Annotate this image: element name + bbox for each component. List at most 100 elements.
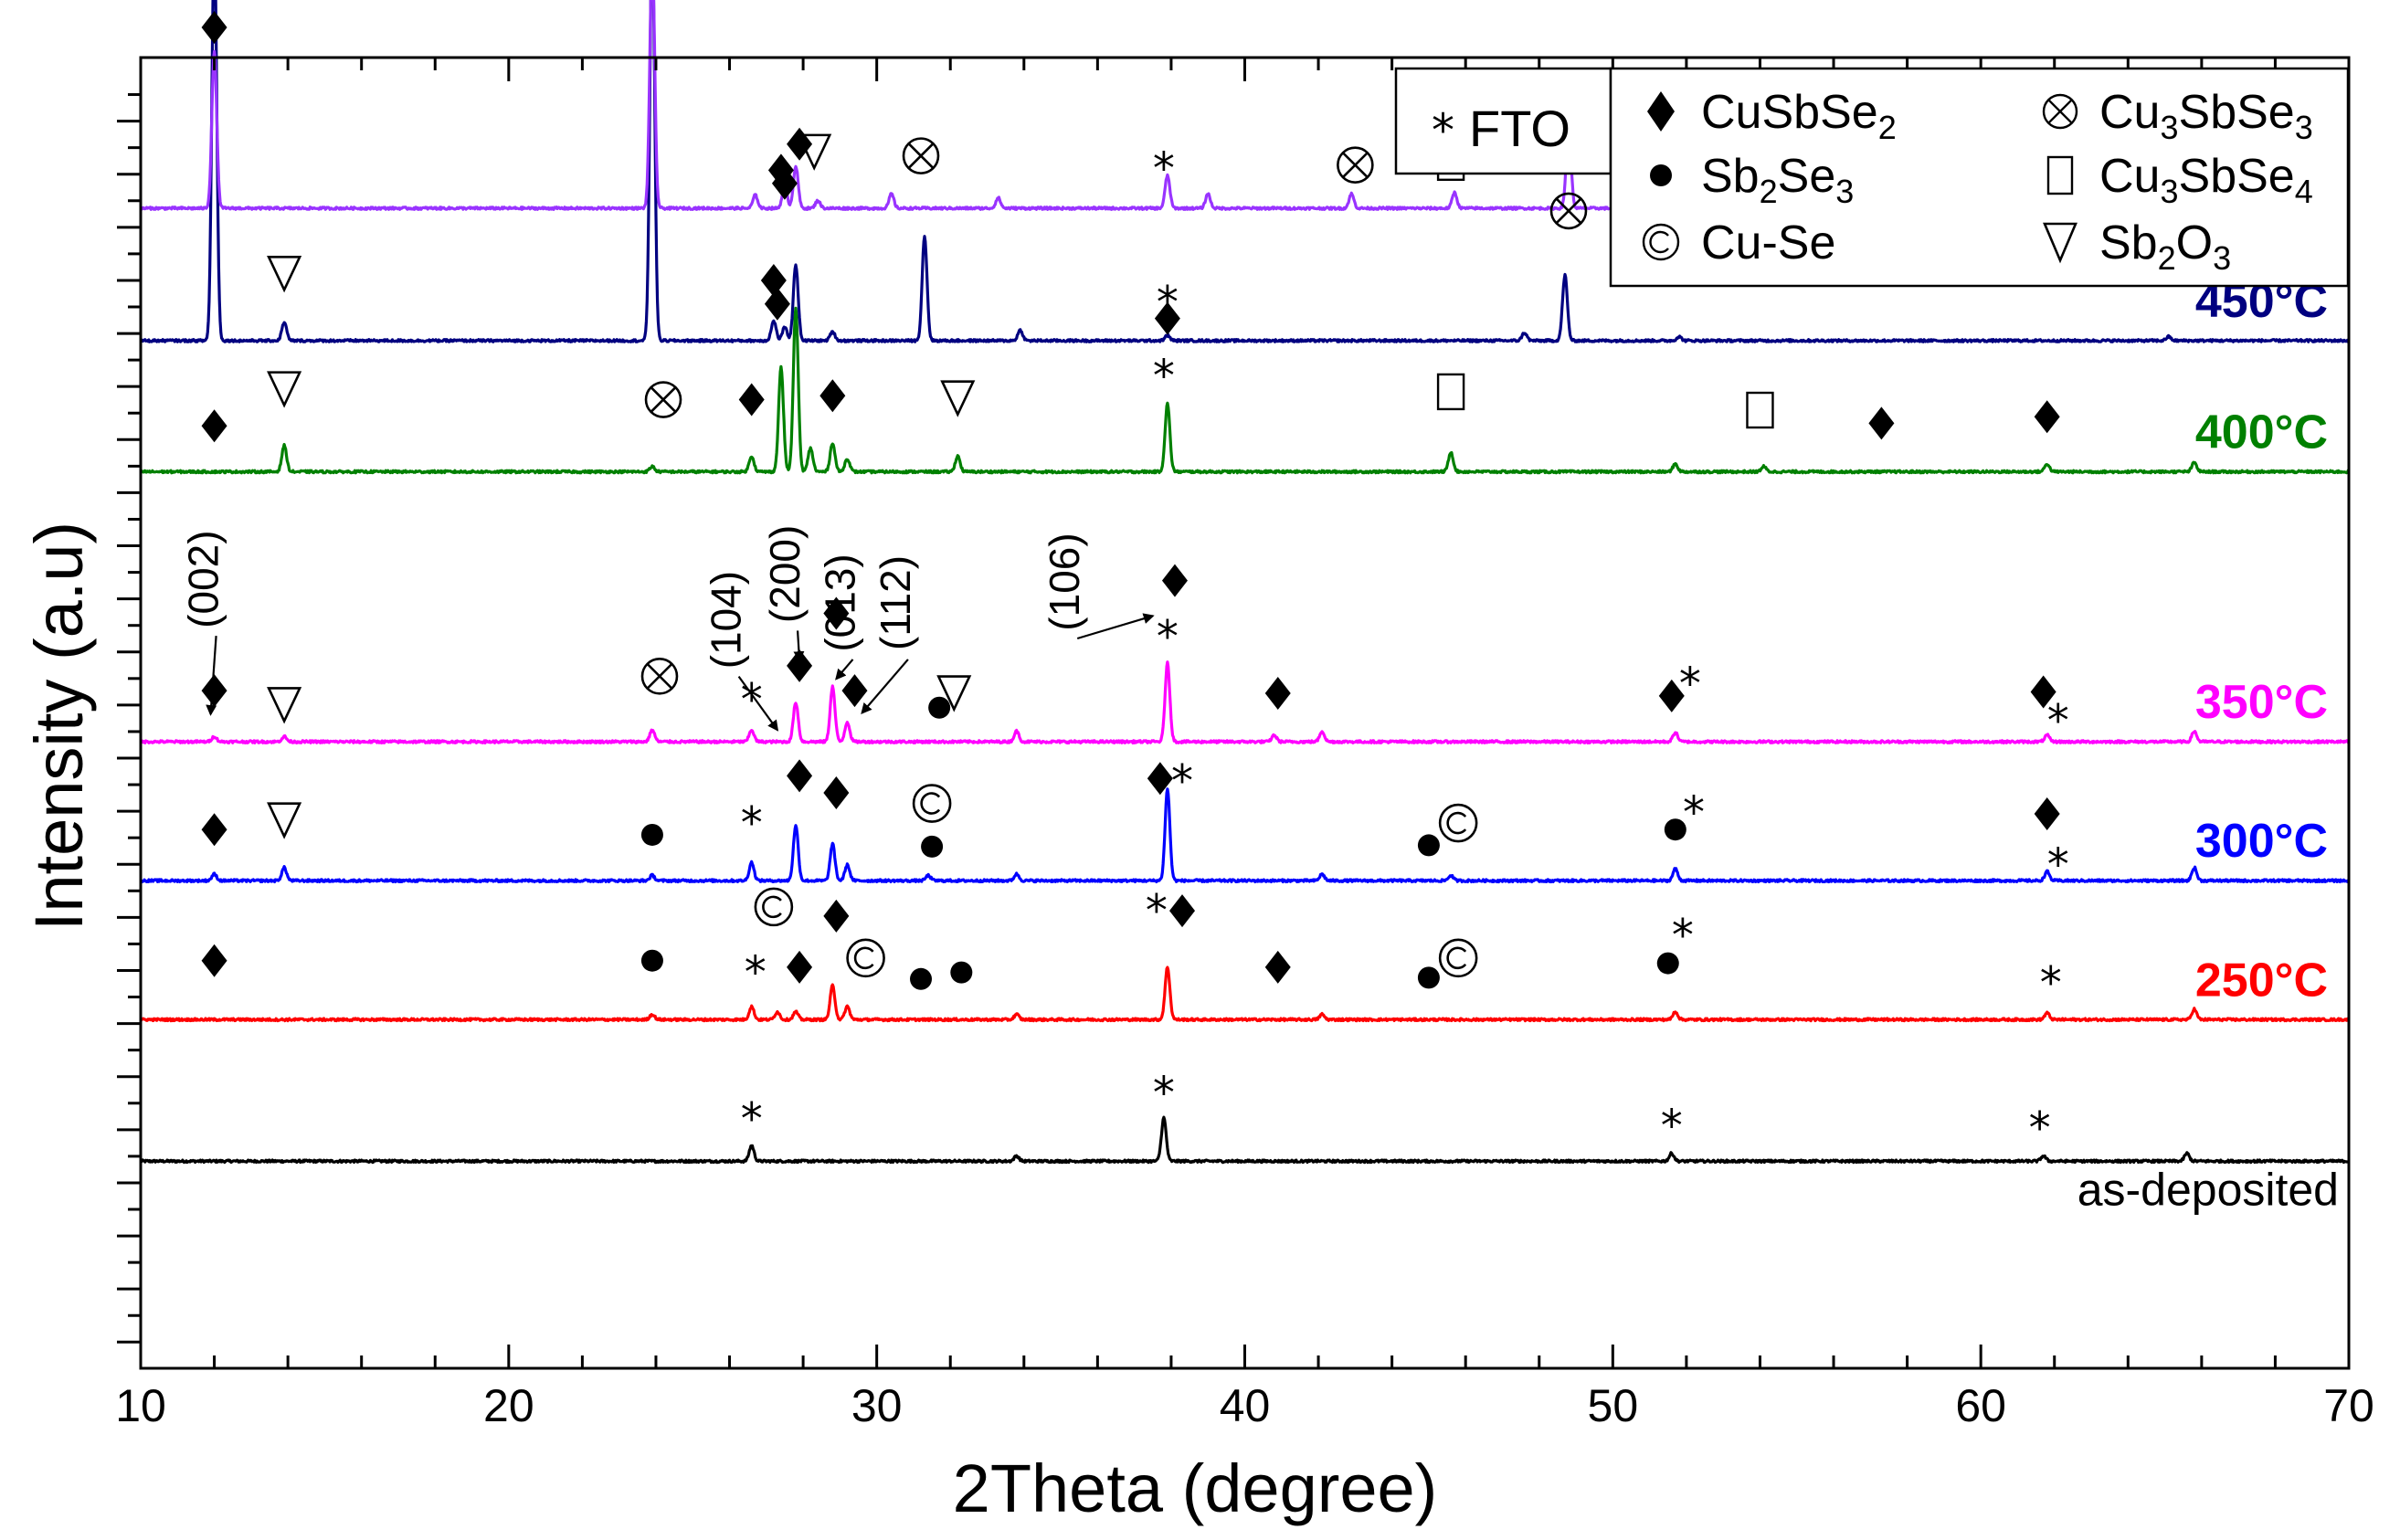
marker-0-3-asterisk: * xyxy=(2029,1103,2051,1155)
legend-entry-0-symbol xyxy=(1647,91,1675,132)
legend-phases-box xyxy=(1609,67,2350,288)
marker-0-0-asterisk: * xyxy=(741,1094,763,1145)
x-axis-label: 2Theta (degree) xyxy=(953,1450,1438,1526)
marker-3-11-diamond xyxy=(1264,676,1291,710)
x-tick-label: 10 xyxy=(115,1380,166,1431)
series-curves xyxy=(139,0,2351,1165)
legend-entry-5-label: Sb2O3 xyxy=(2099,216,2231,277)
marker-5-5-asterisk: * xyxy=(1157,278,1179,329)
marker-1-4-diamond xyxy=(787,950,813,984)
marker-1-2-asterisk: * xyxy=(745,947,767,998)
marker-4-3-diamond xyxy=(738,383,765,417)
marker-6-3-diamond xyxy=(787,127,813,161)
marker-4-4-diamond xyxy=(764,287,790,321)
legend-entry-1-label: Cu3SbSe3 xyxy=(2099,86,2313,146)
series-line-2 xyxy=(139,787,2351,884)
marker-1-7-dot xyxy=(910,967,933,990)
marker-4-2-otimes-b xyxy=(650,386,677,413)
marker-2-6-copyright xyxy=(912,784,952,823)
legend-entry-1-symbol xyxy=(2042,93,2078,130)
x-tick-label: 40 xyxy=(1220,1380,1271,1431)
marker-4-6-nabla xyxy=(940,380,976,417)
legend-entry-3-label: Cu3SbSe4 xyxy=(2099,150,2313,210)
plane-arrow-4 xyxy=(861,659,909,715)
marker-6-5-otimes-ring xyxy=(1337,146,1374,184)
series-line-4 xyxy=(140,306,2351,475)
series-label-2: 300°C xyxy=(2195,815,2328,868)
marker-1-3-copyright xyxy=(754,887,794,927)
legend-fto-box xyxy=(1394,67,1612,175)
marker-4-11-diamond xyxy=(1868,406,1895,440)
marker-4-10-square xyxy=(1746,391,1774,429)
marker-2-6-copyright-ring xyxy=(912,784,952,823)
marker-1-14-dot xyxy=(1656,952,1679,975)
series-label-3: 350°C xyxy=(2195,676,2328,729)
legend-entry-4-ring xyxy=(1642,223,1680,261)
marker-2-9-asterisk: * xyxy=(1171,755,1193,807)
marker-2-1-nabla xyxy=(267,802,302,839)
marker-3-13-asterisk: * xyxy=(1679,659,1701,710)
plane-label-2: (200) xyxy=(761,525,809,623)
legend: * FTO CuSbSe2 Cu3SbSe3 Sb2Se3 Cu3SbSe4 Cu-Se… xyxy=(1394,67,2350,288)
marker-2-0-diamond xyxy=(201,813,227,847)
marker-4-2-otimes-ring xyxy=(644,381,682,418)
x-tick-label: 50 xyxy=(1588,1380,1639,1431)
legend-fto-symbol: * xyxy=(1432,104,1454,157)
marker-1-13-copyright-c xyxy=(1446,946,1467,970)
plane-arrow-3 xyxy=(835,659,854,680)
marker-4-8-diamond xyxy=(1154,301,1180,335)
marker-1-13-copyright-ring xyxy=(1438,938,1478,978)
legend-entry-4-symbol xyxy=(1642,223,1680,261)
marker-5-4-otimes-ring xyxy=(902,137,940,174)
marker-2-12-dot xyxy=(1664,818,1686,841)
x-tick-label: 70 xyxy=(2323,1380,2374,1431)
legend-fto-label: FTO xyxy=(1469,100,1570,157)
series-label-1: 250°C xyxy=(2195,954,2328,1007)
marker-3-15-asterisk: * xyxy=(2047,695,2069,746)
marker-3-1-nabla xyxy=(267,687,302,724)
marker-3-7-dot xyxy=(928,696,951,719)
marker-5-0-nabla xyxy=(267,256,302,293)
marker-1-15-asterisk: * xyxy=(1672,911,1694,962)
marker-4-1-nabla xyxy=(267,371,302,408)
series-line-5 xyxy=(139,0,2351,343)
plane-arrow-1 xyxy=(737,675,779,732)
marker-3-12-diamond xyxy=(1658,679,1685,712)
marker-5-1-diamond xyxy=(760,263,787,297)
series-line-0 xyxy=(139,1115,2351,1165)
marker-4-2-otimes xyxy=(644,381,682,418)
plane-label-4: (112) xyxy=(872,555,919,650)
plane-label-0: (002) xyxy=(180,530,227,628)
marker-3-5-diamond xyxy=(823,596,850,630)
plane-arrow-2 xyxy=(793,630,805,663)
marker-3-2-otimes xyxy=(640,658,679,695)
marker-1-9-asterisk: * xyxy=(1146,885,1168,936)
marker-1-8-dot xyxy=(950,961,973,984)
marker-5-6-otimes xyxy=(1549,192,1588,230)
series-line-1 xyxy=(140,965,2351,1023)
marker-2-14-diamond xyxy=(2034,796,2060,830)
marker-6-5-otimes-b xyxy=(1341,152,1369,179)
legend-entry-2-label: Sb2Se3 xyxy=(1701,150,1854,210)
x-tick-label: 60 xyxy=(1955,1380,2006,1431)
marker-3-2-otimes-b xyxy=(646,662,673,690)
marker-1-1-dot xyxy=(640,949,663,972)
marker-4-5-diamond xyxy=(819,379,846,413)
plane-labels: (002) (104) (200) (013) (112) (106) xyxy=(180,525,1155,732)
axes: 10 20 30 40 50 60 70 xyxy=(115,56,2374,1431)
marker-2-11-copyright-ring xyxy=(1438,803,1478,843)
marker-6-4-asterisk: * xyxy=(1153,143,1175,195)
marker-3-8-nabla xyxy=(936,675,972,712)
legend-entry-4-c xyxy=(1649,230,1669,254)
legend-entry-3-symbol xyxy=(2046,155,2074,195)
marker-2-4-diamond xyxy=(787,759,813,793)
sample-labels: as-deposited250°C300°C350°C400°C450°C500… xyxy=(2078,142,2339,1215)
marker-1-10-diamond xyxy=(1169,894,1196,928)
marker-2-6-copyright-c xyxy=(920,792,941,815)
marker-3-4-diamond xyxy=(787,649,813,682)
marker-2-11-copyright-c xyxy=(1446,811,1467,835)
marker-5-4-otimes-b xyxy=(907,142,935,169)
marker-5-4-otimes xyxy=(902,137,940,174)
marker-2-5-diamond xyxy=(823,776,850,810)
